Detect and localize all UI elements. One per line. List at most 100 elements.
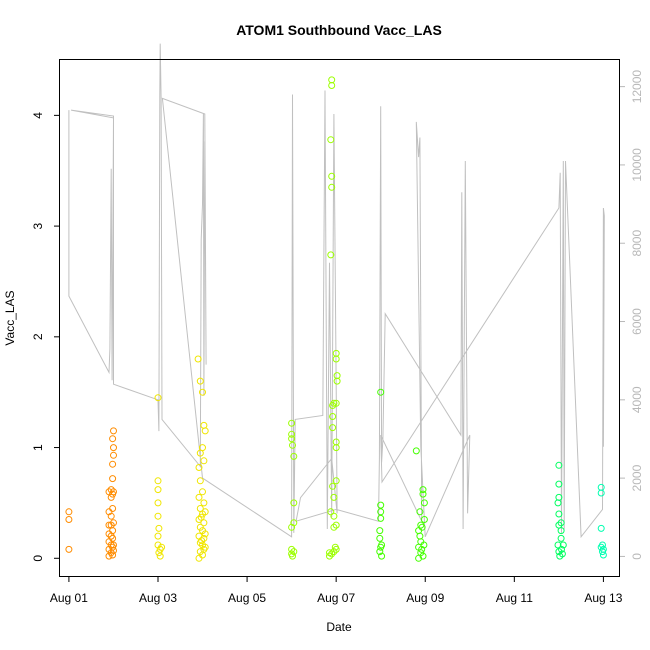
scatter-point: [329, 482, 337, 490]
scatter-point: [201, 508, 209, 516]
plot-frame: [59, 59, 620, 577]
scatter-point: [200, 499, 208, 507]
scatter-point: [107, 512, 115, 520]
scatter-point: [330, 493, 338, 501]
scatter-point: [201, 530, 209, 538]
scatter-point: [329, 424, 337, 432]
scatter-point: [195, 464, 203, 471]
scatter-point: [327, 136, 335, 144]
scatter-point: [376, 527, 384, 535]
scatter-point: [107, 486, 115, 494]
scatter-point: [65, 516, 73, 523]
scatter-point: [599, 545, 607, 553]
scatter-point: [559, 541, 567, 549]
scatter-point: [377, 543, 385, 551]
scatter-point: [195, 516, 203, 523]
scatter-point: [199, 444, 206, 452]
scatter-point: [416, 508, 424, 516]
scatter-point: [154, 486, 162, 494]
y2-tick-label: 10000: [630, 148, 644, 182]
scatter-point: [327, 251, 335, 259]
scatter-point: [288, 435, 296, 443]
scatter-point: [110, 547, 117, 554]
scatter-point: [288, 545, 296, 553]
scatter-point: [290, 452, 298, 460]
y2-tick-label: 12000: [630, 70, 644, 104]
scatter-point: [378, 552, 386, 560]
scatter-point: [109, 435, 117, 443]
y-tick-label: 2: [31, 333, 45, 340]
scatter-point: [109, 505, 117, 512]
scatter-point: [376, 534, 384, 542]
scatter-point: [110, 519, 117, 527]
scatter-point: [332, 477, 340, 485]
x-tick-label: Aug 09: [406, 591, 444, 605]
y-axis-label: Vacc_LAS: [3, 290, 17, 345]
scatter-point: [109, 460, 117, 468]
scatter-point: [109, 475, 117, 483]
scatter-point: [290, 519, 298, 527]
scatter-point: [154, 477, 162, 485]
scatter-point: [199, 388, 206, 396]
scatter-point: [377, 508, 385, 516]
scatter-point: [154, 394, 162, 402]
scatter-point: [377, 501, 385, 509]
chart-title: ATOM1 Southbound Vacc_LAS: [236, 22, 442, 38]
x-tick-label: Aug 11: [496, 591, 533, 605]
scatter-point: [555, 480, 563, 488]
y-tick-label: 0: [31, 555, 45, 562]
scatter-point: [330, 399, 338, 407]
scatter-point: [200, 534, 208, 542]
scatter-point: [195, 493, 203, 501]
scatter-point: [333, 377, 341, 385]
scatter-point: [597, 489, 605, 497]
scatter-point: [109, 534, 117, 542]
scatter-point: [328, 183, 336, 191]
x-tick-label: Aug 03: [139, 591, 177, 605]
y-tick-label: 4: [31, 112, 45, 119]
scatter-point: [326, 552, 333, 560]
scatter-point: [198, 537, 206, 545]
x-tick-label: Aug 07: [317, 591, 355, 605]
scatter-point: [555, 461, 563, 469]
scatter-point: [288, 430, 296, 438]
scatter-point: [418, 545, 426, 553]
scatter-point: [557, 534, 565, 542]
secondary-series-line: [68, 43, 605, 539]
scatter-point: [109, 527, 117, 535]
scatter-point: [196, 377, 204, 385]
scatter-point: [420, 499, 428, 507]
scatter-point: [419, 552, 427, 560]
x-tick-label: Aug 13: [584, 591, 622, 605]
scatter-point: [290, 499, 298, 507]
scatter-point: [200, 519, 208, 527]
scatter-point: [154, 512, 162, 520]
scatter-point: [419, 486, 427, 494]
scatter-point: [419, 490, 427, 498]
scatter-point: [332, 521, 340, 529]
y2-tick-label: 6000: [630, 308, 644, 335]
scatter-point: [554, 541, 562, 549]
scatter-point: [65, 545, 73, 553]
scatter-point: [377, 514, 385, 522]
scatter-point: [194, 355, 202, 363]
scatter-point: [158, 543, 166, 551]
scatter-point: [154, 541, 162, 549]
y-tick-label: 1: [31, 444, 45, 451]
scatter-point: [558, 545, 565, 553]
plot-area: Aug 01 Aug 03 Aug 05 Aug 07 Aug 09 Aug 11 Aug …: [31, 43, 644, 605]
scatter-point: [109, 551, 117, 559]
scatter-point: [557, 527, 565, 535]
y2-tick-label: 8000: [630, 230, 644, 257]
y2-tick-label: 0: [630, 553, 644, 560]
scatter-point: [196, 477, 204, 485]
scatter-point: [155, 524, 163, 532]
scatter-point: [415, 554, 423, 562]
scatter-point: [199, 488, 206, 496]
scatter-point: [288, 419, 296, 427]
scatter-point: [328, 172, 336, 180]
scatter-point: [65, 508, 73, 516]
scatter-point: [330, 512, 338, 520]
x-tick-label: Aug 05: [228, 591, 266, 605]
